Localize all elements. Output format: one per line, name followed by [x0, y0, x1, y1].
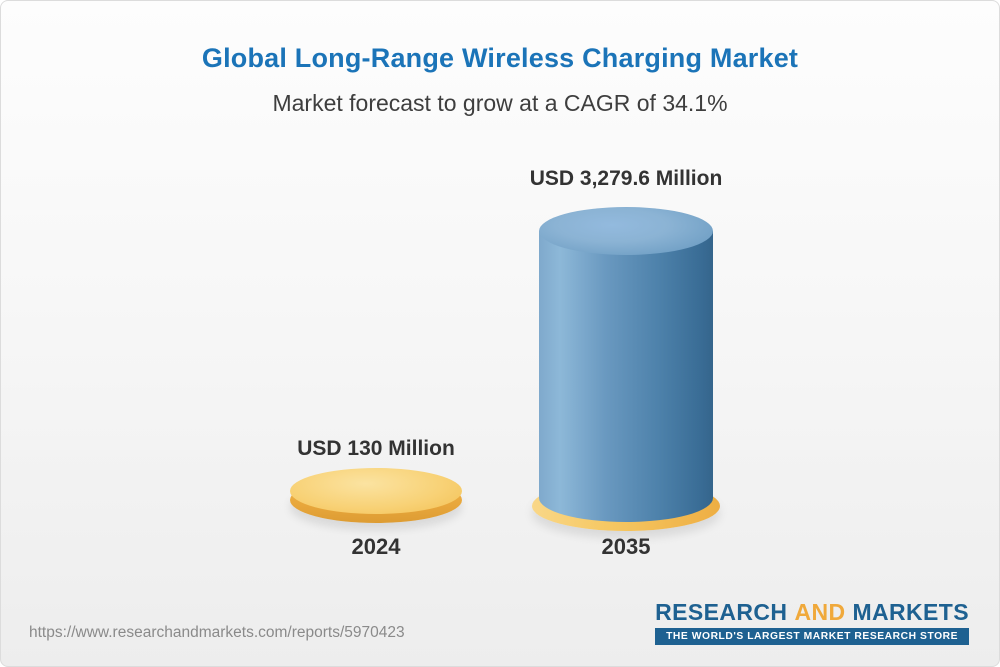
researchandmarkets-logo: RESEARCH AND MARKETS THE WORLD'S LARGEST…: [655, 601, 969, 645]
logo-wordmark: RESEARCH AND MARKETS: [655, 601, 969, 624]
logo-word-research: RESEARCH: [655, 599, 788, 625]
bar-2035-cylinder: [539, 231, 713, 498]
logo-word-and: AND: [794, 599, 846, 625]
logo-word-markets: MARKETS: [852, 599, 969, 625]
chart-title: Global Long-Range Wireless Charging Mark…: [201, 43, 799, 73]
value-label-2024: USD 130 Million: [297, 437, 455, 460]
chart-subtitle: Market forecast to grow at a CAGR of 34.…: [272, 90, 728, 116]
logo-tagline: THE WORLD'S LARGEST MARKET RESEARCH STOR…: [655, 628, 969, 645]
value-label-2035: USD 3,279.6 Million: [529, 167, 723, 190]
bar-2024-disc: [290, 468, 462, 514]
report-url: https://www.researchandmarkets.com/repor…: [29, 624, 405, 641]
x-axis-label-2024: 2024: [351, 534, 401, 559]
x-axis-label-2035: 2035: [601, 534, 651, 559]
bar-2035-cylinder-top: [539, 207, 713, 255]
